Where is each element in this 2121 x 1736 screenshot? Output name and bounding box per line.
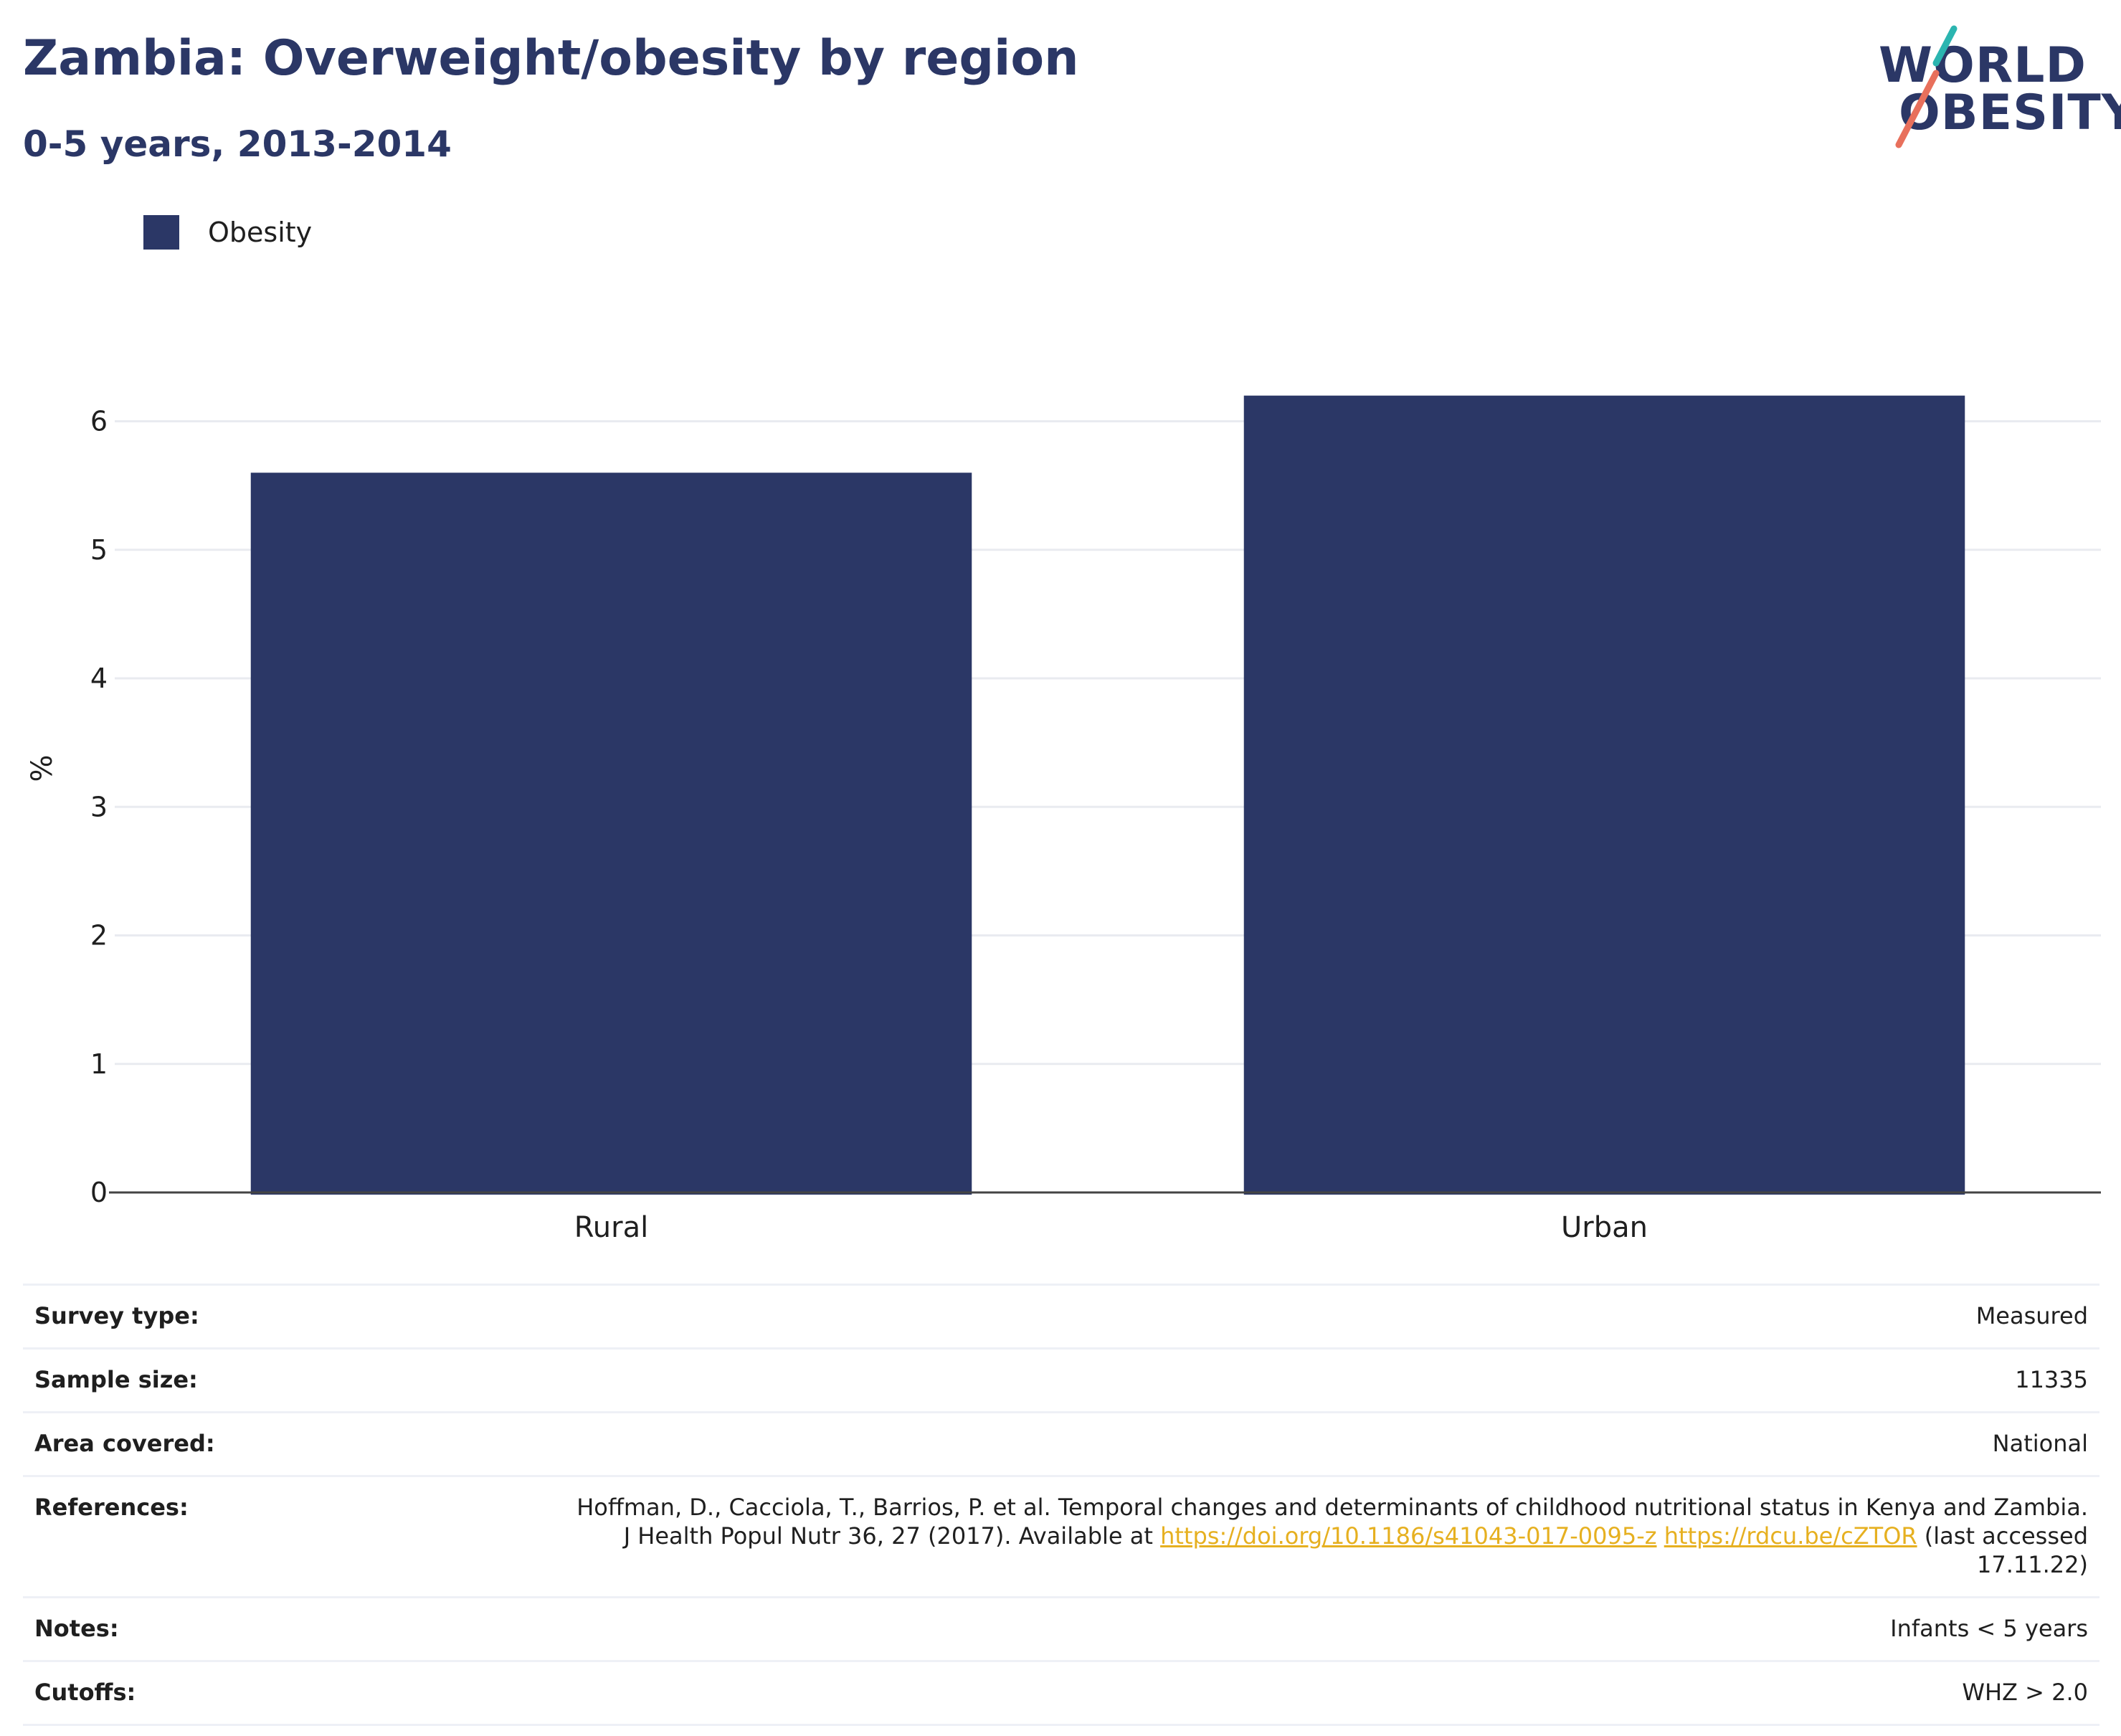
x-tick-label: Urban	[1561, 1211, 1648, 1244]
world-obesity-logo: WORLD OBESITY	[1864, 14, 2121, 158]
y-tick-label: 5	[90, 534, 108, 566]
survey-type-value: Measured	[1975, 1302, 2088, 1329]
info-row-survey-type: Survey type: Measured	[23, 1286, 2099, 1350]
reference-doi-link[interactable]: https://doi.org/10.1186/s41043-017-0095-…	[1160, 1522, 1657, 1550]
info-row-area-covered: Area covered: National	[23, 1413, 2099, 1477]
logo-word-world: WORLD	[1879, 37, 2087, 94]
info-row-cutoffs: Cutoffs: WHZ > 2.0	[23, 1662, 2099, 1726]
chart-legend: Obesity	[143, 215, 312, 250]
y-tick-label: 2	[90, 920, 108, 952]
info-row-references: References: Hoffman, D., Cacciola, T., B…	[23, 1477, 2099, 1598]
references-value: Hoffman, D., Cacciola, T., Barrios, P. e…	[568, 1493, 2088, 1579]
sample-size-label: Sample size:	[34, 1366, 198, 1393]
legend-label-obesity: Obesity	[208, 217, 313, 248]
references-text: Hoffman, D., Cacciola, T., Barrios, P. e…	[576, 1494, 2088, 1550]
area-covered-label: Area covered:	[34, 1430, 215, 1457]
chart-title: Zambia: Overweight/obesity by region	[23, 30, 1079, 87]
bar-rural	[250, 473, 972, 1195]
y-axis-title: %	[26, 754, 59, 782]
logo-slash-icon	[1895, 25, 1958, 148]
survey-info-table: Survey type: Measured Sample size: 11335…	[23, 1284, 2099, 1726]
sample-size-value: 11335	[2015, 1366, 2088, 1393]
logo-word-obesity: OBESITY	[1899, 85, 2121, 141]
y-tick-label: 0	[90, 1177, 108, 1208]
references-label: References:	[34, 1494, 189, 1521]
bar-urban	[1243, 395, 1965, 1195]
legend-swatch-obesity	[143, 215, 179, 250]
survey-type-label: Survey type:	[34, 1302, 199, 1329]
reference-rdcu-link[interactable]: https://rdcu.be/cZTOR	[1664, 1522, 1917, 1550]
y-tick-label: 6	[90, 406, 108, 437]
chart-subtitle: 0-5 years, 2013-2014	[23, 123, 452, 165]
info-row-notes: Notes: Infants < 5 years	[23, 1598, 2099, 1662]
info-row-sample-size: Sample size: 11335	[23, 1350, 2099, 1413]
y-tick-label: 4	[90, 663, 108, 694]
notes-label: Notes:	[34, 1615, 119, 1642]
y-tick-label: 3	[90, 791, 108, 822]
y-tick-label: 1	[90, 1048, 108, 1080]
cutoffs-label: Cutoffs:	[34, 1679, 136, 1706]
x-tick-label: Rural	[574, 1211, 648, 1244]
bar-chart: 0 1 2 3 4 5 6% Rural Urban	[26, 395, 2101, 1244]
area-covered-value: National	[1992, 1430, 2088, 1457]
cutoffs-value: WHZ > 2.0	[1962, 1679, 2088, 1706]
references-access-note: (last accessed 17.11.22)	[1917, 1522, 2088, 1578]
notes-value: Infants < 5 years	[1890, 1615, 2088, 1642]
